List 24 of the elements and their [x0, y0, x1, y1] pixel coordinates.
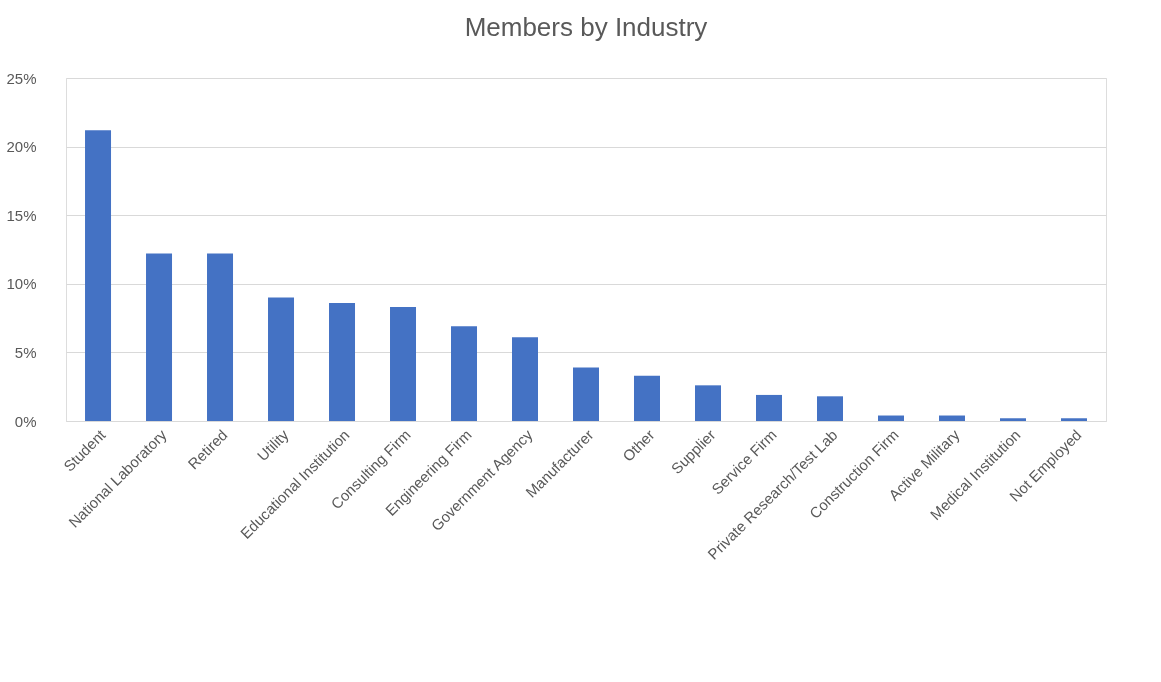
- chart-title: Members by Industry: [464, 12, 708, 42]
- bar: [694, 385, 721, 421]
- bar: [207, 253, 234, 421]
- bar: [268, 297, 295, 421]
- y-tick-label: 5%: [14, 343, 37, 361]
- bar: [634, 375, 660, 421]
- bar: [85, 130, 112, 421]
- bar: [1060, 418, 1087, 421]
- bar: [390, 307, 417, 421]
- bar: [816, 396, 843, 421]
- bar: [755, 394, 782, 421]
- bar: [146, 253, 173, 421]
- y-tick-label: 25%: [6, 69, 37, 87]
- bar: [573, 367, 599, 421]
- y-tick-label: 10%: [6, 275, 37, 293]
- y-tick-label: 15%: [6, 206, 37, 224]
- bar: [329, 303, 356, 421]
- y-tick-label: 20%: [6, 138, 37, 156]
- bar: [938, 415, 965, 421]
- y-tick-label: 0%: [14, 412, 37, 430]
- bar: [512, 337, 538, 421]
- bar: [877, 415, 904, 421]
- bar: [451, 326, 478, 421]
- bar: [999, 418, 1026, 421]
